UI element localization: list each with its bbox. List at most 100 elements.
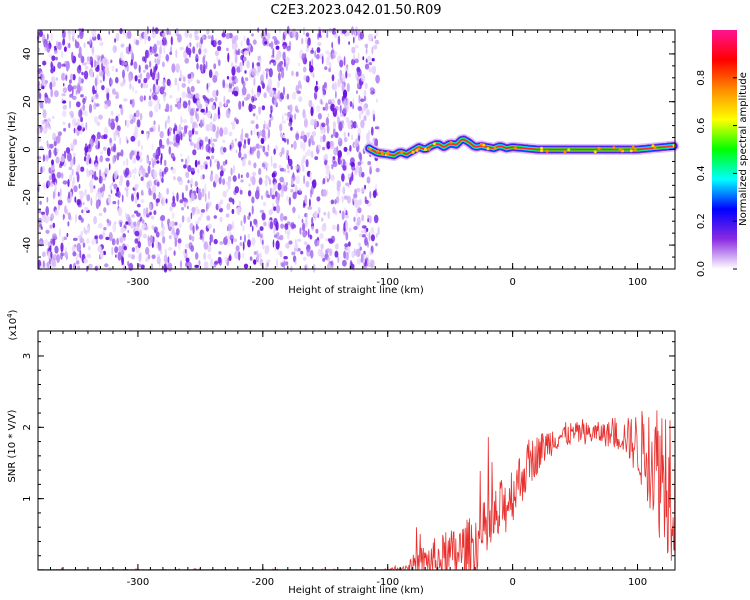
noise-speckle <box>194 35 200 41</box>
noise-speckle <box>222 191 227 198</box>
noise-speckle <box>149 110 153 118</box>
noise-speckle <box>359 166 363 175</box>
noise-speckle <box>263 221 267 227</box>
noise-speckle <box>168 146 172 155</box>
noise-speckle <box>348 227 352 232</box>
noise-speckle <box>162 224 165 232</box>
noise-speckle <box>368 62 373 66</box>
noise-speckle <box>180 158 184 162</box>
noise-speckle <box>302 142 306 152</box>
noise-speckle <box>349 101 353 108</box>
noise-speckle <box>346 64 349 68</box>
noise-speckle <box>45 229 50 234</box>
noise-speckle <box>306 248 311 257</box>
noise-speckle <box>208 190 210 200</box>
noise-speckle <box>273 206 277 212</box>
noise-speckle <box>127 260 130 267</box>
noise-speckle <box>53 65 56 72</box>
noise-speckle <box>349 177 352 185</box>
noise-speckle <box>166 119 171 124</box>
noise-speckle <box>282 134 286 139</box>
noise-speckle <box>252 146 257 152</box>
noise-speckle <box>302 230 307 238</box>
noise-speckle <box>138 78 141 84</box>
noise-speckle <box>146 157 148 165</box>
noise-speckle <box>46 140 49 147</box>
noise-speckle <box>65 147 71 154</box>
noise-speckle <box>77 34 80 39</box>
noise-speckle <box>151 225 155 230</box>
noise-speckle <box>332 30 336 35</box>
noise-speckle <box>156 78 159 86</box>
signal-band-5 <box>368 138 675 157</box>
noise-speckle <box>100 150 103 155</box>
noise-speckle <box>65 74 68 81</box>
noise-speckle <box>226 203 231 211</box>
noise-speckle <box>237 141 242 148</box>
noise-speckle <box>284 112 288 116</box>
noise-speckle <box>159 131 164 139</box>
noise-speckle <box>63 236 67 241</box>
noise-speckle <box>244 139 246 146</box>
noise-speckle <box>143 95 146 101</box>
noise-speckle <box>179 74 184 79</box>
noise-speckle <box>345 117 350 124</box>
noise-speckle <box>60 252 65 257</box>
signal-peak <box>368 147 372 151</box>
noise-speckle <box>187 261 192 271</box>
spectrogram-signal-trace <box>363 134 680 161</box>
noise-speckle <box>55 156 60 164</box>
noise-speckle <box>80 55 85 64</box>
noise-speckle <box>370 91 375 95</box>
noise-speckle <box>226 47 229 52</box>
noise-speckle <box>203 252 207 260</box>
noise-speckle <box>335 196 340 204</box>
noise-speckle <box>129 99 133 105</box>
noise-speckle <box>239 189 243 195</box>
noise-speckle <box>174 124 178 132</box>
noise-speckle <box>176 129 180 136</box>
noise-speckle <box>123 236 126 241</box>
noise-speckle <box>320 243 324 250</box>
noise-speckle <box>276 192 280 201</box>
noise-speckle <box>283 44 286 50</box>
noise-speckle <box>320 248 323 257</box>
noise-speckle <box>180 133 183 141</box>
noise-speckle <box>282 181 286 187</box>
noise-speckle <box>134 210 139 214</box>
noise-speckle <box>280 188 285 195</box>
noise-speckle <box>202 174 205 180</box>
noise-speckle <box>82 109 86 116</box>
noise-speckle <box>252 113 256 117</box>
noise-speckle <box>290 126 293 131</box>
noise-speckle <box>49 216 54 221</box>
noise-speckle <box>86 253 92 259</box>
noise-speckle <box>326 124 330 134</box>
noise-speckle <box>346 73 352 78</box>
snr-scale-exponent: 4 <box>6 313 14 318</box>
noise-speckle <box>64 251 68 258</box>
noise-speckle <box>209 97 214 103</box>
noise-speckle <box>214 96 218 102</box>
noise-speckle <box>290 189 294 193</box>
noise-speckle <box>271 187 275 195</box>
noise-speckle <box>335 90 337 99</box>
noise-speckle <box>198 160 200 165</box>
noise-speckle <box>336 180 341 188</box>
noise-speckle <box>331 74 335 82</box>
noise-speckle <box>137 241 141 249</box>
signal-peak <box>449 140 453 144</box>
noise-speckle <box>115 68 118 73</box>
noise-speckle <box>311 225 315 231</box>
noise-speckle <box>294 165 299 170</box>
noise-speckle <box>194 130 199 135</box>
noise-speckle <box>262 70 265 77</box>
noise-speckle <box>190 85 195 93</box>
noise-speckle <box>163 30 167 38</box>
noise-speckle <box>133 174 135 180</box>
noise-speckle <box>209 201 212 207</box>
noise-speckle <box>153 210 157 216</box>
noise-speckle <box>322 177 326 185</box>
noise-speckle <box>158 103 161 110</box>
noise-speckle <box>89 184 94 194</box>
